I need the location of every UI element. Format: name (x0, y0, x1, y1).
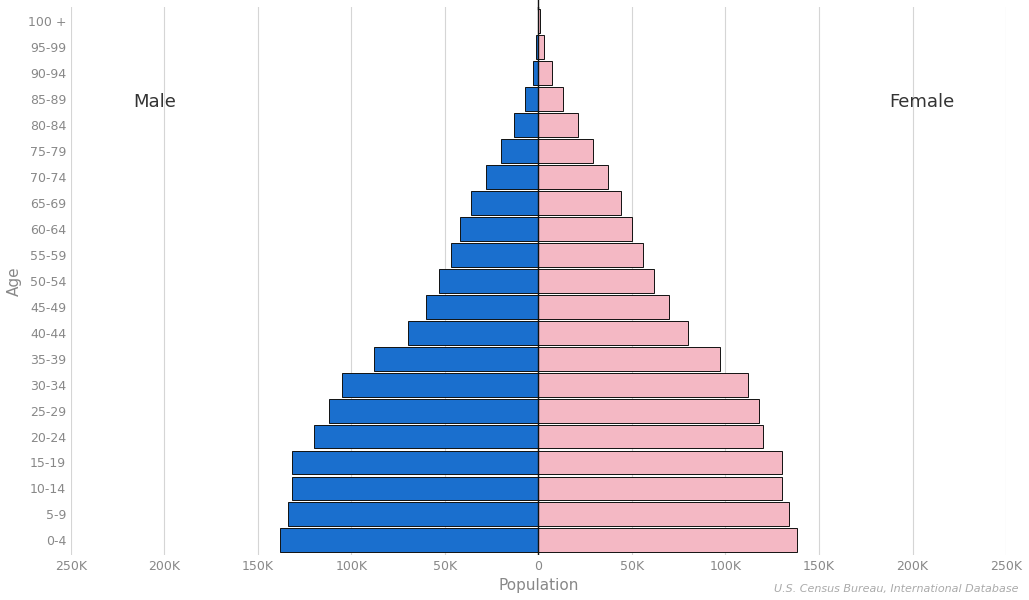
Bar (314, 425, 538, 448)
Bar (329, 398, 538, 422)
Bar (538, 243, 643, 267)
Bar (526, 87, 538, 111)
Bar (514, 113, 538, 137)
Bar (538, 165, 608, 189)
Bar (407, 321, 538, 344)
Bar (538, 398, 759, 422)
Bar (426, 295, 538, 319)
Bar (538, 502, 789, 526)
Bar (533, 61, 538, 85)
Bar (439, 269, 538, 293)
Bar (451, 243, 538, 267)
Bar (291, 476, 538, 500)
Bar (538, 113, 577, 137)
Bar (538, 347, 720, 371)
Bar (538, 269, 654, 293)
Text: Male: Male (134, 94, 176, 112)
Bar (538, 9, 540, 33)
Bar (501, 139, 538, 163)
Bar (538, 87, 563, 111)
Bar (280, 529, 538, 553)
Bar (536, 35, 538, 59)
Bar (538, 139, 593, 163)
Bar (538, 61, 553, 85)
Bar (538, 295, 670, 319)
Bar (486, 165, 538, 189)
Bar (291, 451, 538, 475)
Bar (460, 217, 538, 241)
X-axis label: Population: Population (498, 578, 578, 593)
Bar (538, 373, 748, 397)
Y-axis label: Age: Age (7, 266, 22, 296)
Bar (342, 373, 538, 397)
Bar (538, 35, 543, 59)
Text: U.S. Census Bureau, International Database: U.S. Census Bureau, International Databa… (774, 584, 1019, 594)
Bar (538, 476, 782, 500)
Bar (288, 502, 538, 526)
Text: Female: Female (889, 94, 955, 112)
Bar (538, 529, 796, 553)
Bar (538, 425, 762, 448)
Bar (374, 347, 538, 371)
Bar (538, 451, 782, 475)
Bar (538, 217, 632, 241)
Bar (538, 321, 688, 344)
Bar (538, 191, 620, 215)
Bar (471, 191, 538, 215)
